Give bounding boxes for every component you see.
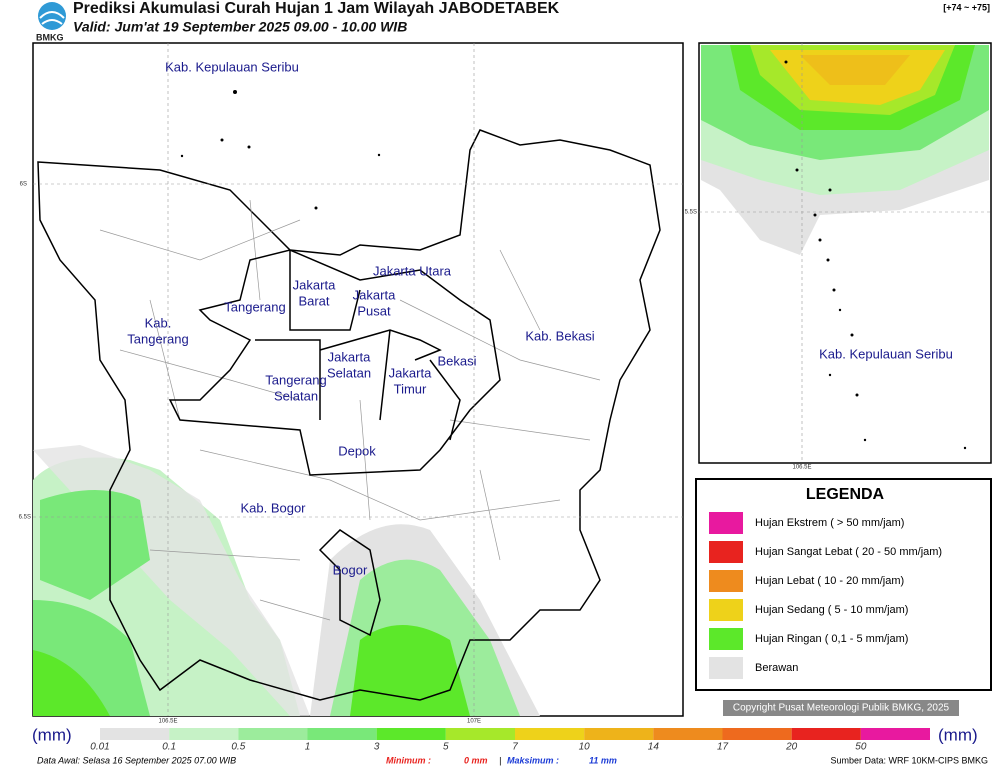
scale-label: 1 bbox=[305, 742, 311, 753]
title: Prediksi Akumulasi Curah Hujan 1 Jam Wil… bbox=[73, 0, 560, 17]
legend-swatch bbox=[709, 657, 743, 679]
scale-label: 20 bbox=[785, 742, 798, 753]
inset-map bbox=[698, 42, 992, 464]
legend-swatch bbox=[709, 541, 743, 563]
copyright: Copyright Pusat Meteorologi Publik BMKG,… bbox=[733, 703, 950, 714]
coord-label: 6S bbox=[20, 182, 27, 188]
region-label: Kab. Bekasi bbox=[525, 328, 594, 343]
scale-swatch bbox=[238, 728, 308, 740]
scale-swatch bbox=[860, 728, 930, 740]
scale-label: 14 bbox=[648, 742, 660, 753]
scale-label: 7 bbox=[512, 742, 518, 753]
copyright-box bbox=[723, 700, 959, 716]
region-label: Kab. bbox=[145, 315, 172, 330]
min-value: 0 mm bbox=[464, 755, 488, 765]
unit-right: (mm) bbox=[938, 725, 978, 744]
scale-label: 5 bbox=[443, 742, 449, 753]
legend-label: Hujan Sangat Lebat ( 20 - 50 mm/jam) bbox=[755, 546, 942, 558]
scale-label: 0.01 bbox=[90, 742, 109, 753]
region-label: Bogor bbox=[333, 562, 368, 577]
logo bbox=[38, 2, 66, 30]
region-label: Jakarta Utara bbox=[373, 263, 452, 278]
scale-label: 3 bbox=[374, 742, 380, 753]
region-label: Bekasi bbox=[437, 353, 476, 368]
region-label: Kab. Kepulauan Seribu bbox=[819, 346, 953, 361]
region-label: Jakarta bbox=[389, 365, 432, 380]
region-label: Tangerang bbox=[224, 299, 285, 314]
legend-swatch bbox=[709, 599, 743, 621]
legend-swatch bbox=[709, 628, 743, 650]
scale-swatch bbox=[515, 728, 585, 740]
max-value: 11 mm bbox=[589, 755, 617, 765]
scale-swatch bbox=[100, 728, 170, 740]
region-label: Jakarta bbox=[293, 277, 336, 292]
coord-label: 5.5S bbox=[685, 210, 697, 216]
coord-label: 106.5E bbox=[158, 719, 177, 725]
min-label: Minimum : bbox=[386, 755, 431, 765]
data-awal: Data Awal: Selasa 16 September 2025 07.0… bbox=[37, 755, 236, 765]
region-label: Pusat bbox=[357, 303, 391, 318]
legend-label: Hujan Lebat ( 10 - 20 mm/jam) bbox=[755, 575, 904, 587]
scale-swatch bbox=[445, 728, 515, 740]
region-label: Tangerang bbox=[265, 372, 326, 387]
scale-swatch bbox=[791, 728, 861, 740]
separator: | bbox=[499, 755, 501, 765]
region-label: Kab. Kepulauan Seribu bbox=[165, 59, 299, 74]
region-label: Selatan bbox=[327, 365, 371, 380]
legend-label: Berawan bbox=[755, 662, 798, 674]
valid: Valid: Jum'at 19 September 2025 09.00 - … bbox=[73, 19, 407, 35]
legend-box bbox=[695, 478, 992, 691]
legend-swatch bbox=[709, 570, 743, 592]
scale-swatch bbox=[169, 728, 239, 740]
main-map bbox=[32, 42, 684, 717]
coord-label: 106.5E bbox=[792, 465, 811, 471]
scale-label: 17 bbox=[717, 742, 729, 753]
coord-label: 107E bbox=[467, 719, 481, 725]
logo-text: BMKG bbox=[36, 32, 64, 42]
scale-swatch bbox=[307, 728, 377, 740]
scale-label: 0.1 bbox=[162, 742, 176, 753]
region-label: Jakarta bbox=[328, 349, 371, 364]
range: [+74 ~ +75] bbox=[943, 2, 990, 12]
scale-swatch bbox=[653, 728, 723, 740]
region-label: Timur bbox=[394, 381, 427, 396]
region-label: Selatan bbox=[274, 388, 318, 403]
region-label: Barat bbox=[298, 293, 329, 308]
scale-label: 50 bbox=[855, 742, 867, 753]
legend-label: Hujan Ringan ( 0,1 - 5 mm/jam) bbox=[755, 633, 908, 645]
region-label: Depok bbox=[338, 443, 376, 458]
legend-label: Hujan Ekstrem ( > 50 mm/jam) bbox=[755, 517, 904, 529]
max-label: Maksimum : bbox=[507, 755, 559, 765]
legend-swatch bbox=[709, 512, 743, 534]
legend-title: LEGENDA bbox=[806, 486, 885, 503]
scale-swatch bbox=[722, 728, 792, 740]
source: Sumber Data: WRF 10KM-CIPS BMKG bbox=[830, 755, 988, 765]
scale-swatch bbox=[584, 728, 654, 740]
legend-label: Hujan Sedang ( 5 - 10 mm/jam) bbox=[755, 604, 908, 616]
scale-swatch bbox=[376, 728, 446, 740]
region-label: Tangerang bbox=[127, 331, 188, 346]
region-label: Jakarta bbox=[353, 287, 396, 302]
unit-left: (mm) bbox=[32, 725, 72, 744]
scale-label: 0.5 bbox=[231, 742, 245, 753]
scale-label: 10 bbox=[579, 742, 591, 753]
region-label: Kab. Bogor bbox=[240, 500, 306, 515]
coord-label: 6.5S bbox=[19, 515, 31, 521]
